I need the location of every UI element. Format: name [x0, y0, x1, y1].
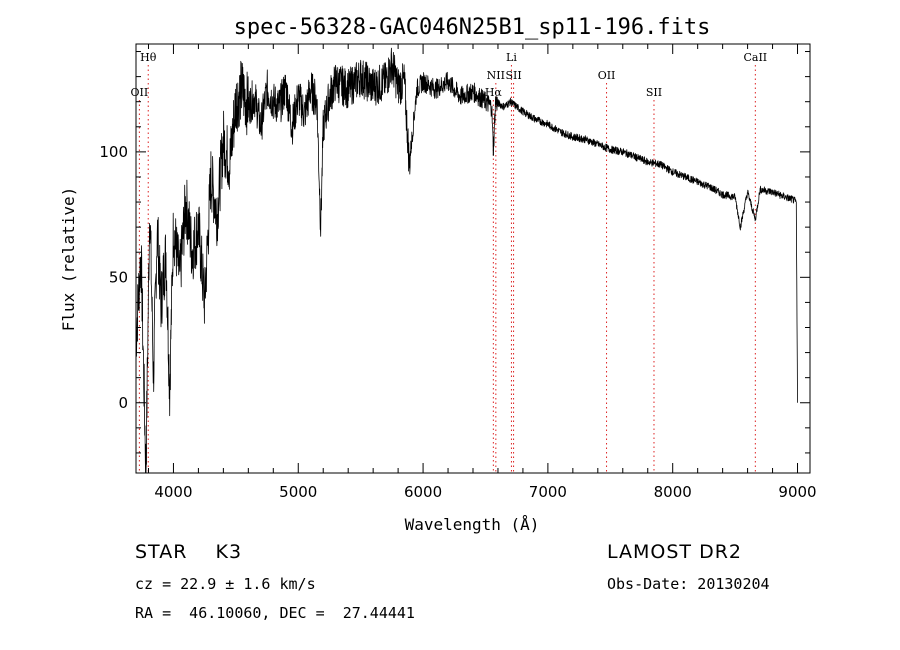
marker-label: OII	[598, 69, 616, 82]
y-tick-label: 50	[109, 268, 128, 286]
coordinates: RA = 46.10060, DEC = 27.44441	[135, 604, 415, 622]
x-tick-label: 9000	[778, 483, 816, 501]
marker-label: OII	[131, 86, 149, 99]
marker-label: Hθ	[140, 51, 157, 64]
axes: 4000 5000 6000 7000 8000 9000 0 50 100	[99, 43, 817, 501]
redshift-value: cz = 22.9 ± 1.6 km/s	[135, 575, 316, 593]
marker-label: Li	[506, 51, 517, 64]
survey-name: LAMOST DR2	[607, 541, 742, 563]
marker-label: NII	[487, 69, 505, 82]
x-tick-label: 4000	[154, 483, 192, 501]
x-tick-label: 8000	[654, 483, 692, 501]
x-tick-label: 5000	[279, 483, 317, 501]
y-tick-label: 0	[118, 394, 128, 412]
observation-date: Obs-Date: 20130204	[607, 575, 770, 593]
x-axis-label: Wavelength (Å)	[405, 515, 540, 534]
x-tick-label: 6000	[404, 483, 442, 501]
chart-title: spec-56328-GAC046N25B1_sp11-196.fits	[234, 15, 711, 40]
object-classification: STAR K3	[135, 541, 243, 563]
spectrum-line	[135, 47, 798, 474]
marker-label: SII	[646, 86, 662, 99]
marker-label: SII	[505, 69, 521, 82]
y-tick-label: 100	[99, 143, 128, 161]
x-tick-label: 7000	[529, 483, 567, 501]
marker-label: Hα	[485, 86, 503, 99]
y-axis-label: Flux (relative)	[59, 187, 78, 332]
spectrum-layer	[135, 47, 798, 474]
marker-label: CaII	[743, 51, 767, 64]
